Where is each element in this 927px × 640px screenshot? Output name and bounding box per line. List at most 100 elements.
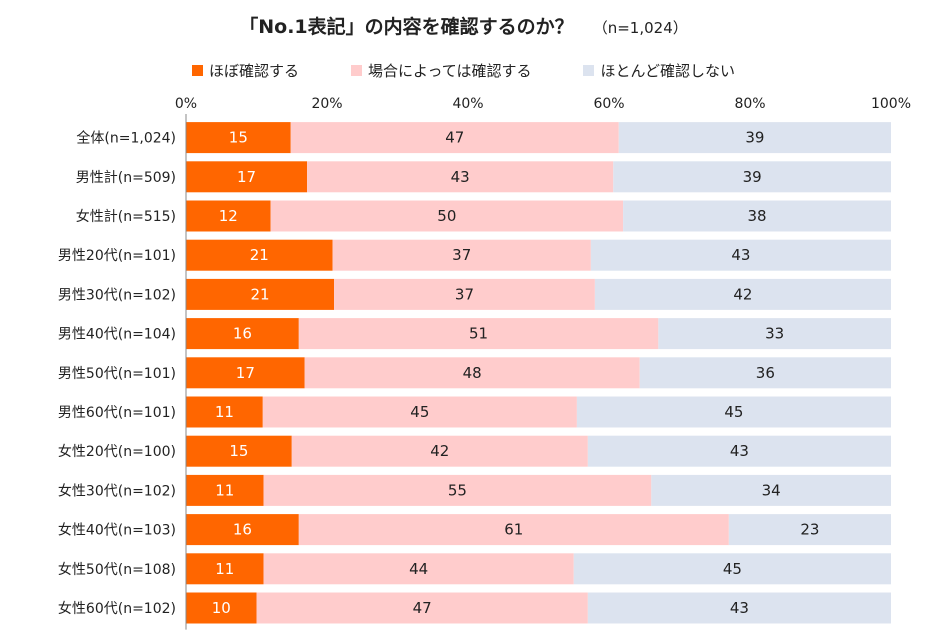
- bar-segment-0: [186, 239, 333, 271]
- data-label: 48: [463, 364, 482, 382]
- chart-title: 「No.1表記」の内容を確認するのか？: [239, 16, 574, 38]
- category-label: 女性50代(n=108): [58, 561, 176, 578]
- data-label: 47: [413, 599, 432, 617]
- x-tick-label: 100%: [871, 96, 911, 112]
- bar-segment-2: [576, 396, 891, 428]
- data-label: 21: [250, 246, 269, 264]
- data-label: 17: [236, 364, 255, 382]
- x-tick-label: 60%: [593, 96, 624, 112]
- legend-swatch: [350, 65, 362, 76]
- category-label: 女性計(n=515): [76, 208, 176, 225]
- category-label: 男性60代(n=101): [58, 405, 176, 421]
- legend-label: ほとんど確認しない: [600, 62, 736, 80]
- data-label: 42: [733, 285, 752, 303]
- data-label: 11: [215, 481, 234, 499]
- bar-segment-2: [590, 239, 891, 271]
- data-label: 43: [730, 599, 749, 617]
- category-label: 男性20代(n=101): [58, 248, 176, 264]
- bar-segment-1: [307, 161, 614, 193]
- chart-title-block: 「No.1表記」の内容を確認するのか？ （n=1,024）: [0, 12, 927, 39]
- data-label: 38: [748, 207, 767, 225]
- data-label: 39: [743, 168, 762, 186]
- data-label: 37: [455, 285, 474, 303]
- data-label: 43: [451, 168, 470, 186]
- data-label: 12: [219, 207, 238, 225]
- bar-segment-2: [587, 592, 891, 624]
- bar-segment-2: [728, 514, 891, 546]
- bar-segment-2: [658, 318, 891, 350]
- bar-segment-1: [332, 239, 591, 271]
- legend-label: ほぼ確認する: [208, 62, 299, 80]
- x-tick-label: 80%: [734, 96, 765, 112]
- bar-segment-0: [186, 435, 292, 467]
- bar-segment-1: [298, 318, 659, 350]
- data-label: 10: [212, 599, 231, 617]
- chart-legend: ほぼ確認する 場合によっては確認する ほとんど確認しない: [0, 60, 927, 81]
- bar-segment-2: [594, 278, 891, 310]
- category-label: 男性50代(n=101): [58, 366, 176, 382]
- bar-segment-1: [298, 514, 729, 546]
- bar-segment-2: [573, 553, 891, 585]
- data-label: 33: [765, 325, 784, 343]
- legend-item-2: ほとんど確認しない: [583, 60, 735, 81]
- bar-segment-0: [186, 553, 264, 585]
- bar-segment-0: [186, 592, 257, 624]
- data-label: 16: [233, 521, 252, 539]
- data-label: 21: [250, 285, 269, 303]
- data-label: 39: [745, 129, 764, 147]
- category-label: 全体(n=1,024): [76, 130, 176, 147]
- bar-segment-2: [639, 357, 891, 389]
- data-label: 61: [504, 521, 523, 539]
- bar-segment-1: [263, 474, 652, 506]
- data-label: 17: [237, 168, 256, 186]
- data-label: 34: [762, 481, 781, 499]
- bar-segment-0: [186, 161, 308, 193]
- data-label: 11: [215, 560, 234, 578]
- data-label: 43: [731, 246, 750, 264]
- data-label: 47: [445, 129, 464, 147]
- data-label: 16: [233, 325, 252, 343]
- data-label: 15: [229, 129, 248, 147]
- data-label: 23: [800, 521, 819, 539]
- bar-segment-1: [334, 278, 595, 310]
- data-label: 36: [756, 364, 775, 382]
- bar-segment-0: [186, 200, 271, 232]
- category-label: 女性40代(n=103): [58, 522, 176, 539]
- bar-segment-1: [262, 396, 577, 428]
- bar-segment-1: [291, 435, 588, 467]
- data-label: 37: [452, 246, 471, 264]
- x-tick-label: 0%: [175, 96, 197, 112]
- x-tick-label: 20%: [311, 96, 342, 112]
- data-label: 11: [215, 403, 234, 421]
- data-label: 15: [229, 442, 248, 460]
- category-label: 男性計(n=509): [76, 170, 176, 186]
- legend-swatch: [583, 65, 595, 76]
- data-label: 44: [409, 560, 428, 578]
- category-label: 女性60代(n=102): [58, 600, 176, 617]
- data-label: 45: [724, 403, 743, 421]
- bar-segment-0: [186, 278, 335, 310]
- legend-item-0: ほぼ確認する: [191, 60, 299, 81]
- data-label: 42: [430, 442, 449, 460]
- bar-segment-0: [186, 357, 305, 389]
- data-label: 43: [730, 442, 749, 460]
- legend-swatch: [191, 65, 203, 76]
- data-label: 45: [723, 560, 742, 578]
- bar-segment-2: [623, 200, 891, 232]
- bar-segment-1: [256, 592, 588, 624]
- legend-label: 場合によっては確認する: [367, 62, 532, 80]
- category-label: 女性30代(n=102): [58, 482, 176, 499]
- legend-item-1: 場合によっては確認する: [350, 60, 532, 81]
- bar-segment-0: [186, 474, 264, 506]
- bar-segment-1: [290, 122, 619, 154]
- data-label: 51: [469, 325, 488, 343]
- data-label: 45: [410, 403, 429, 421]
- x-tick-label: 40%: [452, 96, 483, 112]
- bar-segment-0: [186, 122, 291, 154]
- bar-segment-0: [186, 396, 263, 428]
- bar-segment-1: [270, 200, 624, 232]
- bar-segment-1: [304, 357, 640, 389]
- category-label: 男性40代(n=104): [58, 327, 176, 343]
- data-label: 50: [437, 207, 456, 225]
- bar-segment-2: [587, 435, 891, 467]
